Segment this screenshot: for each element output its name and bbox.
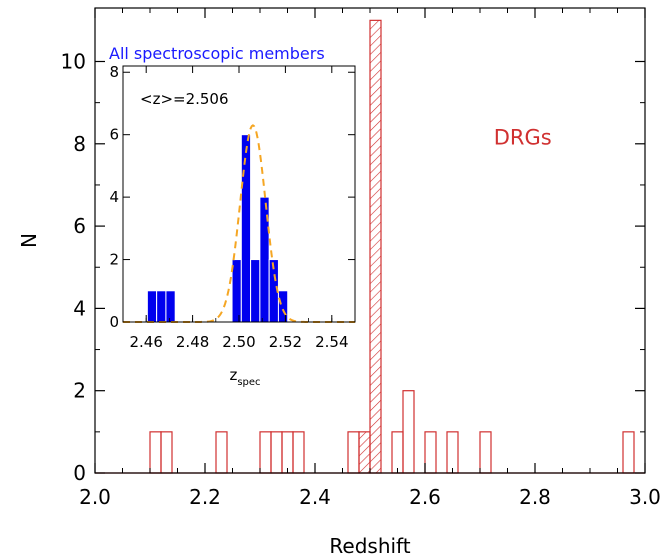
inset-x-tick-label: 2.46	[129, 333, 162, 351]
inset-axis-ticks: 2.46 2.48 2.50 2.52 2.54 0 2 4 6 8	[109, 63, 356, 351]
inset-mean-annotation: <z>=2.506	[140, 90, 229, 108]
main-outline-bar	[446, 431, 459, 474]
inset-x-tick-label: 2.50	[222, 333, 255, 351]
main-outline-bar	[281, 431, 294, 474]
inset-histogram-bar	[240, 134, 252, 323]
inset-plot: 2.46 2.48 2.50 2.52 2.54 0 2 4 6 8 All spectrosco…	[109, 44, 356, 388]
main-outline-bar	[259, 431, 272, 474]
inset-y-tick-label: 8	[109, 63, 119, 81]
main-x-tick-label: 2.8	[519, 485, 551, 509]
inset-title: All spectroscopic members	[109, 44, 325, 63]
main-hatched-bar	[369, 19, 382, 474]
inset-histogram-bar	[277, 290, 289, 323]
main-axis-ticks: 2.0 2.2 2.4 2.6 2.8 3.0 0 2 4 6 8 10	[61, 8, 660, 509]
inset-histogram-bar	[250, 259, 261, 323]
main-hatched-bar	[358, 431, 371, 474]
inset-histogram-bar	[156, 290, 167, 323]
main-outline-bar	[270, 431, 283, 474]
main-outline-bar	[292, 431, 305, 474]
main-y-tick-label: 10	[61, 49, 86, 73]
main-y-tick-label: 6	[73, 214, 86, 238]
main-x-tick-label: 2.0	[79, 485, 111, 509]
main-x-tick-label: 2.6	[409, 485, 441, 509]
inset-y-tick-label: 4	[109, 188, 119, 206]
inset-x-tick-label: 2.48	[176, 333, 209, 351]
drgs-annotation: DRGs	[494, 126, 552, 150]
main-outline-bar	[391, 431, 404, 474]
inset-x-axis-label: zspec	[229, 366, 260, 388]
main-outline-bar	[160, 431, 173, 474]
main-outline-bar	[215, 431, 228, 474]
main-x-axis-label: Redshift	[329, 534, 410, 558]
inset-histogram-bar	[231, 259, 242, 323]
inset-x-axis-label-sub: spec	[237, 377, 260, 388]
main-x-tick-label: 2.4	[299, 485, 331, 509]
inset-x-tick-label: 2.54	[315, 333, 348, 351]
main-y-tick-label: 4	[73, 296, 86, 320]
inset-x-axis-label-main: z	[229, 366, 237, 384]
main-y-tick-label: 0	[73, 461, 86, 485]
inset-y-tick-label: 0	[109, 313, 119, 331]
inset-histogram-bars	[146, 134, 289, 323]
main-y-tick-label: 2	[73, 379, 86, 403]
inset-x-tick-label: 2.52	[269, 333, 302, 351]
main-outline-bar	[149, 431, 162, 474]
main-y-tick-label: 8	[73, 132, 86, 156]
inset-y-tick-label: 2	[109, 251, 119, 269]
main-y-axis-label: N	[17, 233, 41, 248]
main-plot: 2.0 2.2 2.4 2.6 2.8 3.0 0 2 4 6 8 10 Redshift N DRG…	[17, 7, 660, 558]
inset-y-tick-label: 6	[109, 126, 119, 144]
main-outline-bar	[402, 390, 415, 474]
inset-histogram-bar	[165, 290, 176, 323]
main-outline-bar	[347, 431, 360, 474]
main-x-tick-label: 3.0	[629, 485, 660, 509]
main-outline-bar	[479, 431, 492, 474]
inset-histogram-bar	[146, 290, 158, 323]
main-outline-bar	[622, 431, 635, 474]
main-x-tick-label: 2.2	[189, 485, 221, 509]
main-outline-bar	[424, 431, 437, 474]
